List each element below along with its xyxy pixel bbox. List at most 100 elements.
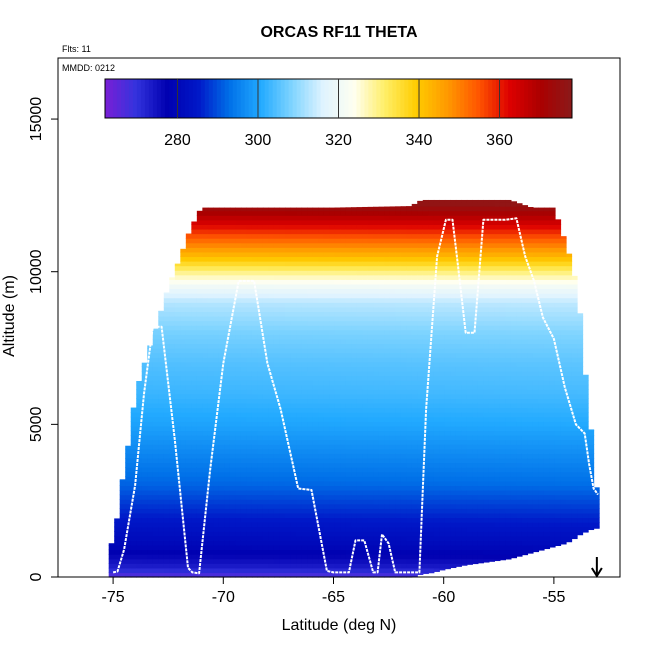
heatmap-cell xyxy=(417,430,424,436)
heatmap-cell xyxy=(180,471,187,477)
heatmap-cell xyxy=(400,448,407,454)
heatmap-cell xyxy=(296,210,303,216)
heatmap-cell xyxy=(296,357,303,363)
heatmap-cell xyxy=(130,526,137,532)
heatmap-cell xyxy=(323,325,330,331)
heatmap-cell xyxy=(235,233,242,239)
heatmap-cell xyxy=(472,306,479,312)
heatmap-cell xyxy=(224,233,231,239)
heatmap-cell xyxy=(455,485,462,491)
heatmap-cell xyxy=(356,384,363,390)
heatmap-cell xyxy=(362,338,369,345)
heatmap-cell xyxy=(169,343,176,349)
heatmap-cell xyxy=(285,389,292,395)
heatmap-cell xyxy=(411,210,418,216)
heatmap-cell xyxy=(279,370,286,377)
heatmap-cell xyxy=(384,361,391,367)
heatmap-cell xyxy=(136,508,143,514)
heatmap-cell xyxy=(318,489,325,496)
heatmap-cell xyxy=(251,306,259,312)
heatmap-cell xyxy=(257,256,264,262)
heatmap-cell xyxy=(400,334,407,340)
heatmap-cell xyxy=(422,302,429,308)
heatmap-cell xyxy=(340,467,347,473)
heatmap-cell xyxy=(428,261,435,267)
heatmap-cell xyxy=(428,467,435,473)
heatmap-cell xyxy=(224,435,231,441)
heatmap-cell xyxy=(389,315,396,322)
heatmap-cell xyxy=(290,476,297,482)
heatmap-cell xyxy=(362,348,369,354)
heatmap-cell xyxy=(400,288,407,294)
heatmap-cell xyxy=(262,512,270,519)
heatmap-cell xyxy=(351,375,358,381)
heatmap-cell xyxy=(290,233,297,239)
heatmap-cell xyxy=(268,325,275,331)
heatmap-cell xyxy=(152,416,159,422)
heatmap-cell xyxy=(318,384,325,390)
heatmap-cell xyxy=(329,503,336,509)
heatmap-cell xyxy=(136,462,143,468)
heatmap-cell xyxy=(417,526,424,532)
heatmap-cell xyxy=(417,361,424,367)
heatmap-cell xyxy=(323,549,330,555)
heatmap-cell xyxy=(406,261,413,267)
heatmap-cell xyxy=(136,398,143,404)
heatmap-cell xyxy=(136,425,143,432)
heatmap-cell xyxy=(196,572,203,578)
heatmap-cell xyxy=(450,343,457,349)
heatmap-cell xyxy=(428,389,435,395)
heatmap-cell xyxy=(318,311,325,317)
heatmap-cell xyxy=(461,522,468,528)
heatmap-cell xyxy=(290,311,297,317)
heatmap-cell xyxy=(191,279,198,285)
heatmap-cell xyxy=(246,380,253,386)
heatmap-cell xyxy=(213,251,220,258)
heatmap-cell xyxy=(268,210,275,216)
heatmap-cell xyxy=(290,517,297,523)
heatmap-cell xyxy=(373,430,380,436)
heatmap-cell xyxy=(119,508,126,514)
heatmap-cell xyxy=(196,238,203,244)
heatmap-cell xyxy=(466,233,473,239)
heatmap-cell xyxy=(351,242,358,248)
heatmap-cell xyxy=(163,457,170,464)
heatmap-cell xyxy=(268,485,275,491)
heatmap-cell xyxy=(340,448,347,454)
heatmap-cell xyxy=(323,503,330,509)
heatmap-cell xyxy=(334,352,341,358)
heatmap-cell xyxy=(450,370,457,377)
heatmap-cell xyxy=(428,549,435,555)
heatmap-cell xyxy=(329,522,336,528)
heatmap-cell xyxy=(251,412,259,418)
heatmap-cell xyxy=(417,398,424,404)
heatmap-cell xyxy=(362,508,369,514)
heatmap-cell xyxy=(356,375,363,381)
heatmap-cell xyxy=(422,247,429,253)
heatmap-cell xyxy=(373,251,380,258)
heatmap-cell xyxy=(466,224,473,230)
heatmap-cell xyxy=(433,439,440,445)
heatmap-cell xyxy=(472,512,479,519)
heatmap-cell xyxy=(246,274,253,280)
heatmap-cell xyxy=(301,457,308,464)
heatmap-cell xyxy=(169,315,176,322)
heatmap-cell xyxy=(312,207,319,212)
heatmap-cell xyxy=(444,425,451,432)
heatmap-cell xyxy=(450,261,457,267)
heatmap-cell xyxy=(185,329,192,335)
heatmap-cell xyxy=(389,462,396,468)
heatmap-cell xyxy=(477,279,484,285)
heatmap-cell xyxy=(373,343,380,349)
heatmap-cell xyxy=(136,549,143,555)
heatmap-cell xyxy=(246,398,253,404)
heatmap-cell xyxy=(285,572,292,578)
heatmap-cell xyxy=(307,334,314,340)
heatmap-cell xyxy=(273,233,281,239)
heatmap-cell xyxy=(406,228,413,235)
heatmap-cell xyxy=(417,375,424,381)
heatmap-cell xyxy=(125,563,132,569)
heatmap-cell xyxy=(207,425,214,432)
heatmap-cell xyxy=(257,238,264,244)
heatmap-cell xyxy=(362,467,369,473)
